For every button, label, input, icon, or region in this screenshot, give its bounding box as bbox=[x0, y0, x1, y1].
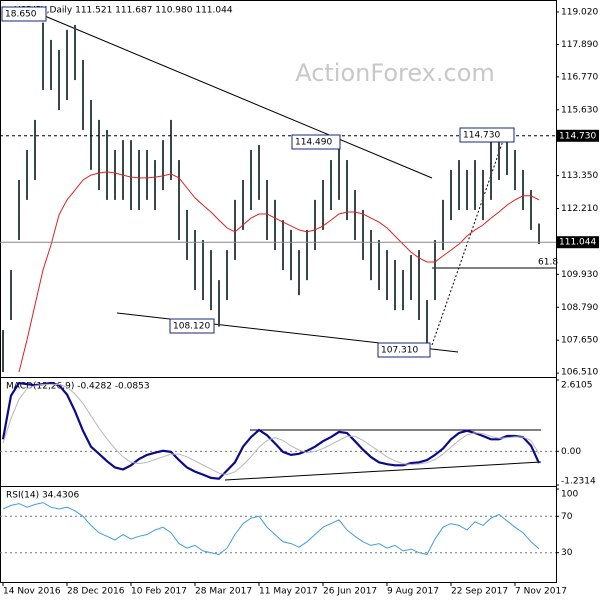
y-tick-label: 2.6105 bbox=[561, 381, 593, 391]
x-tick-label: 10 Feb 2017 bbox=[131, 587, 187, 597]
x-tick-label: 22 Sep 2017 bbox=[451, 587, 508, 597]
x-tick-label: 28 Dec 2016 bbox=[67, 587, 125, 597]
price-level-label: 111.044 bbox=[559, 238, 596, 248]
price-level-box bbox=[557, 236, 599, 249]
y-tick-label: 113.350 bbox=[561, 171, 598, 181]
plot-frame bbox=[0, 0, 557, 583]
annotation-box bbox=[377, 342, 431, 358]
y-tick-label: 115.630 bbox=[561, 105, 598, 115]
annotation-label: 114.490 bbox=[295, 138, 332, 148]
rsi-title: RSI(14) 34.4306 bbox=[6, 491, 79, 501]
annotation-box bbox=[291, 134, 341, 150]
annotation-box bbox=[1, 6, 47, 22]
x-tick-label: 28 Mar 2017 bbox=[195, 587, 252, 597]
y-tick-label: 106.510 bbox=[561, 368, 598, 378]
price-level-box bbox=[557, 129, 599, 142]
y-tick-label: 108.790 bbox=[561, 303, 598, 313]
y-tick-label: 30 bbox=[561, 548, 573, 558]
x-tick-label: 26 Jun 2017 bbox=[323, 587, 377, 597]
y-tick-label: 117.890 bbox=[561, 40, 598, 50]
x-tick-label: 11 May 2017 bbox=[259, 587, 318, 597]
y-tick-label: 119.020 bbox=[561, 7, 598, 17]
annotation-label: 61.8 bbox=[538, 258, 558, 268]
macd-trendline bbox=[224, 461, 542, 481]
y-tick-label: 100 bbox=[561, 490, 578, 500]
line bbox=[18, 171, 540, 373]
y-tick-label: 116.770 bbox=[561, 72, 598, 82]
trendline bbox=[39, 13, 433, 179]
annotation-label: 108.120 bbox=[173, 322, 210, 332]
chart-title: USDJPY,Daily 111.521 111.687 110.980 111… bbox=[14, 6, 233, 16]
annotation-label: 107.310 bbox=[381, 346, 418, 356]
y-tick-label: 109.930 bbox=[561, 270, 598, 280]
y-tick-label: 107.650 bbox=[561, 336, 598, 346]
annotation-label: 18.650 bbox=[5, 10, 37, 20]
watermark: ActionForex.com bbox=[295, 59, 495, 87]
annotation-box bbox=[459, 127, 515, 143]
y-tick-label: 0.00 bbox=[561, 447, 581, 457]
x-tick-label: 9 Aug 2017 bbox=[387, 587, 439, 597]
y-tick-label: 112.210 bbox=[561, 204, 598, 214]
annotation-box bbox=[169, 318, 215, 334]
line bbox=[2, 383, 540, 476]
x-tick-label: 7 Nov 2017 bbox=[515, 587, 567, 597]
annotation-label: 114.730 bbox=[463, 131, 500, 141]
fib-line bbox=[431, 134, 506, 346]
x-tick-label: 14 Nov 2016 bbox=[3, 587, 61, 597]
price-level-label: 114.730 bbox=[559, 131, 596, 141]
y-tick-label: 70 bbox=[561, 512, 573, 522]
y-tick-label: -1.2314 bbox=[561, 477, 596, 487]
macd-title: MACD(12,26,9) -0.4282 -0.0853 bbox=[6, 382, 150, 392]
line bbox=[2, 502, 540, 556]
